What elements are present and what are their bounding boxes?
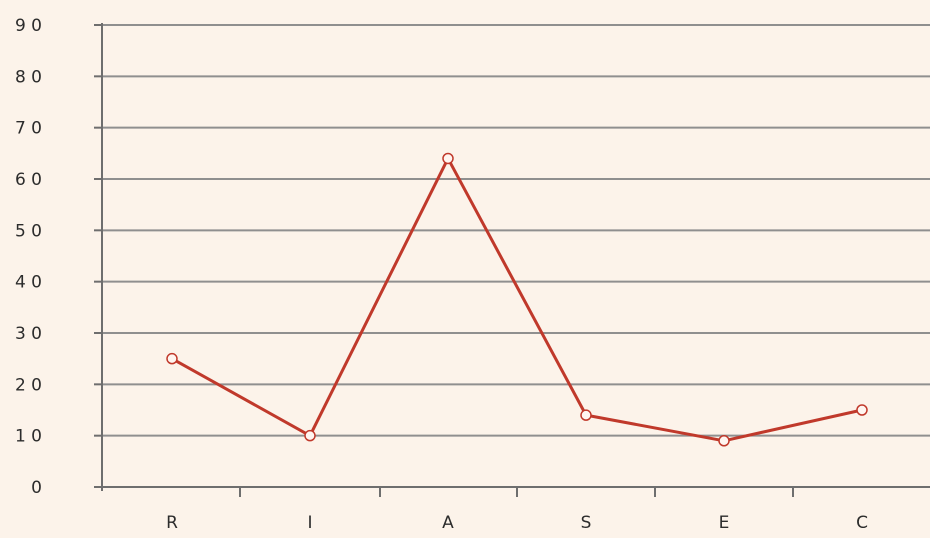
x-tick-label: S <box>581 513 592 533</box>
data-point-I <box>304 429 316 442</box>
data-point-S <box>580 409 592 421</box>
series-line <box>171 156 863 443</box>
x-tick-label: I <box>307 513 312 533</box>
y-tick-label: 7 0 <box>15 119 42 139</box>
series-line-path <box>171 156 863 443</box>
x-tick-label: E <box>719 513 730 533</box>
y-tick-label: 8 0 <box>15 67 42 87</box>
y-tick-label: 2 0 <box>15 375 42 395</box>
data-point-E <box>718 435 730 447</box>
series-markers <box>166 152 868 447</box>
gridlines <box>102 24 930 437</box>
y-tick-label: 4 0 <box>15 273 42 293</box>
x-tick-label: A <box>442 513 454 533</box>
y-tick-label: 6 0 <box>15 170 42 190</box>
y-tick-label: 1 0 <box>15 427 42 447</box>
data-point-R <box>166 352 178 365</box>
x-tick-label: R <box>166 513 178 533</box>
y-tick-label: 9 0 <box>15 16 42 36</box>
y-tick-label: 3 0 <box>15 324 42 344</box>
y-tick-label: 5 0 <box>15 221 42 241</box>
data-point-C <box>856 404 868 416</box>
y-axis-tick-labels: 0 1 0 2 0 3 0 4 0 5 0 6 0 7 0 8 0 9 0 <box>15 16 42 498</box>
y-tick-label: 0 <box>31 478 42 498</box>
axes <box>94 23 930 497</box>
data-point-A <box>442 152 454 165</box>
x-tick-label: C <box>856 513 868 533</box>
